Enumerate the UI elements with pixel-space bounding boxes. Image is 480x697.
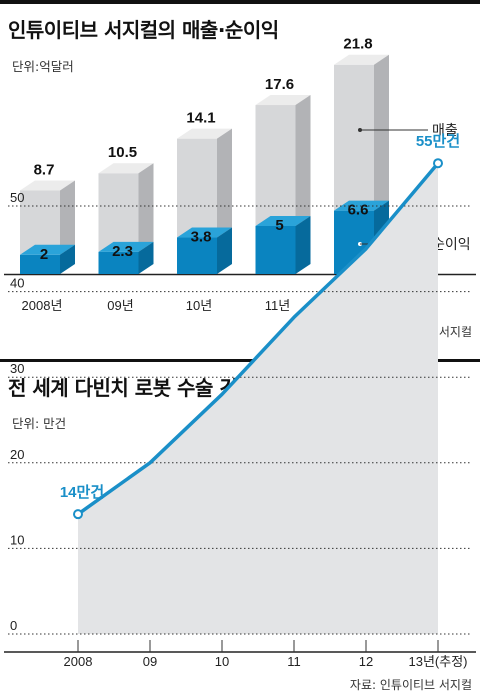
chart1-unit-label: 단위:억달러 xyxy=(12,59,74,74)
chart2-title: 전 세계 다빈치 로봇 수술 건수 xyxy=(8,376,256,400)
x-tick-label: 2008 xyxy=(64,654,93,669)
chart2-unit-label: 단위: 만건 xyxy=(12,416,67,431)
net-income-bar-side xyxy=(60,244,75,274)
data-annotation: 55만건 xyxy=(416,133,460,150)
data-point-marker xyxy=(73,509,83,520)
legend-label-net-income: 순이익 xyxy=(432,236,471,252)
chart2-source: 자료: 인튜이티브 서지컬 xyxy=(349,678,472,692)
revenue-bar-top xyxy=(98,163,154,174)
bar-group-1: 10.5 2.3 09년 xyxy=(98,144,154,313)
revenue-bar-front xyxy=(177,138,217,238)
net-income-bar-top xyxy=(98,241,154,252)
revenue-bar-front xyxy=(20,190,60,255)
legend-label-revenue: 매출 xyxy=(432,122,458,138)
revenue-value-label: 10.5 xyxy=(108,144,137,161)
bar-group-2: 14.1 3.8 10년 xyxy=(177,110,232,313)
revenue-bar-side xyxy=(60,180,75,255)
area-fill xyxy=(78,163,438,634)
y-tick-label: 10 xyxy=(10,532,24,547)
revenue-bar-top xyxy=(177,128,232,139)
net-income-value-label: 2.3 xyxy=(112,243,133,260)
revenue-bar-front xyxy=(334,64,374,211)
chart1-title: 인튜이티브 서지컬의 매출·순이익 xyxy=(8,18,279,42)
bar-group-0: 8.7 2 2008년 xyxy=(20,161,75,313)
category-label: 11년 xyxy=(265,298,290,313)
x-tick-label: 11 xyxy=(287,654,301,669)
category-label: 10년 xyxy=(186,298,212,313)
net-income-bar-front xyxy=(20,254,60,274)
bar-chart: 8.7 2 2008년 10.5 2.3 09년 14.1 3.8 10년 17.6 5 11년 21.… xyxy=(4,36,476,313)
revenue-bar-top xyxy=(334,54,389,65)
net-income-bar-side xyxy=(138,241,154,274)
x-tick-label: 13년(추정) xyxy=(409,654,468,669)
revenue-value-label: 21.8 xyxy=(343,36,372,53)
revenue-bar-side xyxy=(295,95,311,226)
net-income-value-label: 5 xyxy=(275,217,283,234)
net-income-bar-top xyxy=(255,216,311,226)
y-tick-label: 50 xyxy=(10,190,24,205)
x-tick-label: 10 xyxy=(215,654,229,669)
net-income-bar-top xyxy=(177,227,232,238)
section-divider xyxy=(0,359,480,362)
series-line xyxy=(76,162,440,516)
revenue-bar-side xyxy=(138,163,154,252)
category-label: 09년 xyxy=(107,298,133,313)
y-tick-label: 0 xyxy=(10,618,17,633)
data-annotation: 14만건 xyxy=(60,484,104,501)
bar-group-3: 17.6 5 11년 xyxy=(255,76,311,313)
y-tick-label: 30 xyxy=(10,361,24,376)
revenue-bar-front xyxy=(98,173,139,252)
net-income-value-label: 2 xyxy=(40,246,48,263)
net-income-bar-front xyxy=(255,226,296,274)
y-tick-label: 40 xyxy=(10,276,24,291)
net-income-bar-side xyxy=(295,216,311,274)
net-income-bar-front xyxy=(177,237,217,274)
revenue-bar-top xyxy=(20,180,75,191)
y-tick-label: 20 xyxy=(10,447,24,462)
top-rule xyxy=(0,0,480,4)
data-point-marker xyxy=(433,158,443,169)
revenue-value-label: 17.6 xyxy=(265,76,294,93)
net-income-bar-front xyxy=(98,251,139,274)
revenue-value-label: 14.1 xyxy=(186,110,215,127)
x-tick-label: 09 xyxy=(143,654,157,669)
revenue-bar-top xyxy=(255,95,311,106)
net-income-bar-side xyxy=(217,227,232,274)
revenue-value-label: 8.7 xyxy=(34,161,55,178)
x-tick-label: 12 xyxy=(359,654,373,669)
revenue-bar-side xyxy=(217,128,232,238)
net-income-value-label: 3.8 xyxy=(191,229,212,246)
net-income-bar-top xyxy=(20,244,75,255)
category-label: 2008년 xyxy=(22,298,63,313)
revenue-bar-side xyxy=(374,54,389,211)
